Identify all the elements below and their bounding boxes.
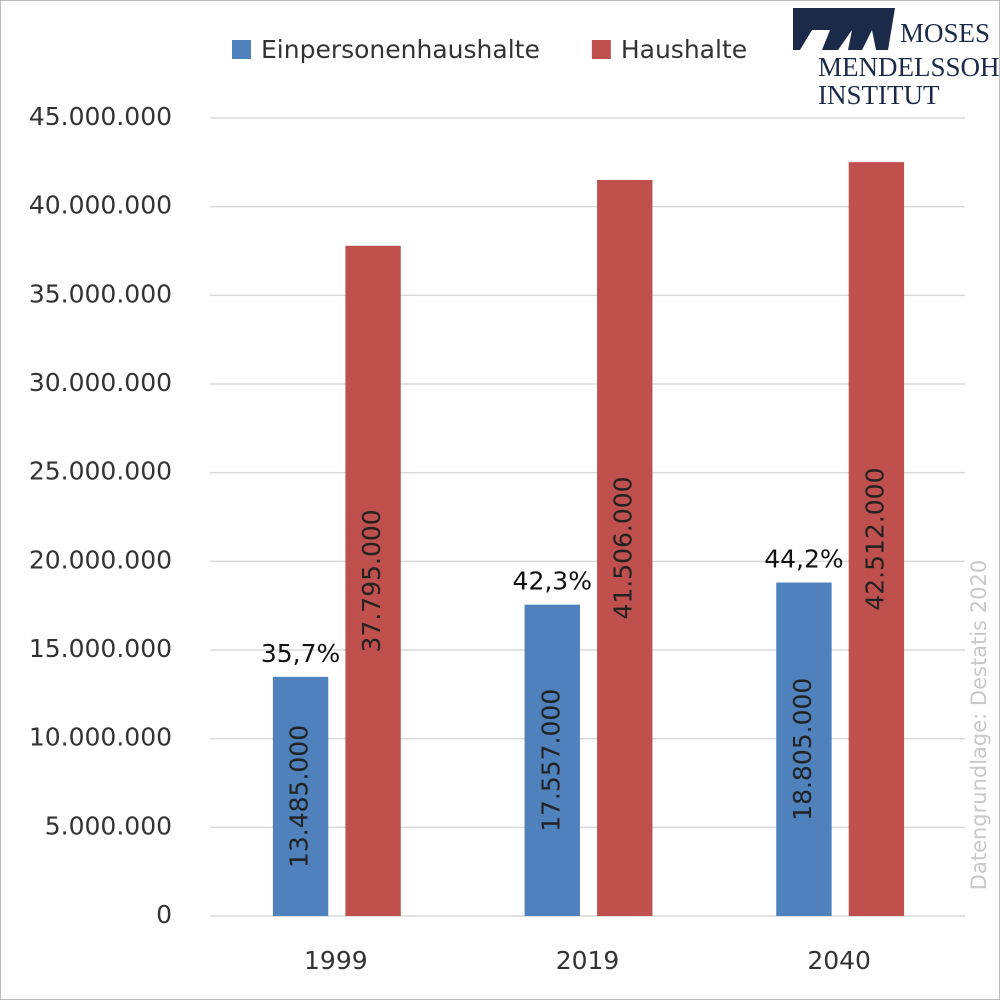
y-tick-label: 0 (156, 900, 172, 929)
legend-label: Haushalte (621, 35, 747, 64)
legend-swatch (591, 40, 611, 59)
y-tick-label: 45.000.000 (29, 102, 172, 131)
logo-text: INSTITUT (818, 80, 940, 110)
y-tick-label: 5.000.000 (45, 811, 172, 840)
share-label: 44,2% (764, 545, 843, 574)
y-tick-label: 30.000.000 (29, 368, 172, 397)
bar (345, 245, 401, 916)
share-label: 35,7% (261, 639, 340, 668)
x-tick-label: 2019 (556, 946, 620, 975)
y-tick-label: 10.000.000 (29, 723, 172, 752)
logo-text: MENDELSSOHN (818, 52, 1000, 82)
y-tick-label: 20.000.000 (29, 545, 172, 574)
value-label: 41.506.000 (609, 476, 638, 619)
legend-label: Einpersonenhaushalte (261, 35, 540, 64)
value-label: 18.805.000 (788, 678, 817, 821)
bar (848, 162, 905, 916)
x-tick-label: 2040 (807, 946, 871, 975)
source: Datengrundlage: Destatis 2020 (967, 560, 991, 890)
y-tick-label: 15.000.000 (29, 634, 172, 663)
value-label: 13.485.000 (285, 725, 314, 868)
y-tick-label: 25.000.000 (29, 457, 172, 486)
value-label: 37.795.000 (357, 509, 386, 652)
y-tick-label: 40.000.000 (29, 191, 172, 220)
legend-swatch (232, 40, 251, 59)
bar (597, 179, 653, 916)
grid (210, 117, 965, 917)
logo-mark (793, 8, 895, 50)
value-label: 17.557.000 (536, 689, 565, 832)
bar (272, 676, 329, 916)
value-label: 42.512.000 (860, 467, 889, 610)
logo-text: MOSES (900, 18, 990, 48)
bar (776, 582, 832, 916)
x-tick-label: 1999 (304, 946, 368, 975)
y-tick-label: 35.000.000 (29, 279, 172, 308)
bar (524, 604, 580, 916)
share-label: 42,3% (513, 567, 592, 596)
